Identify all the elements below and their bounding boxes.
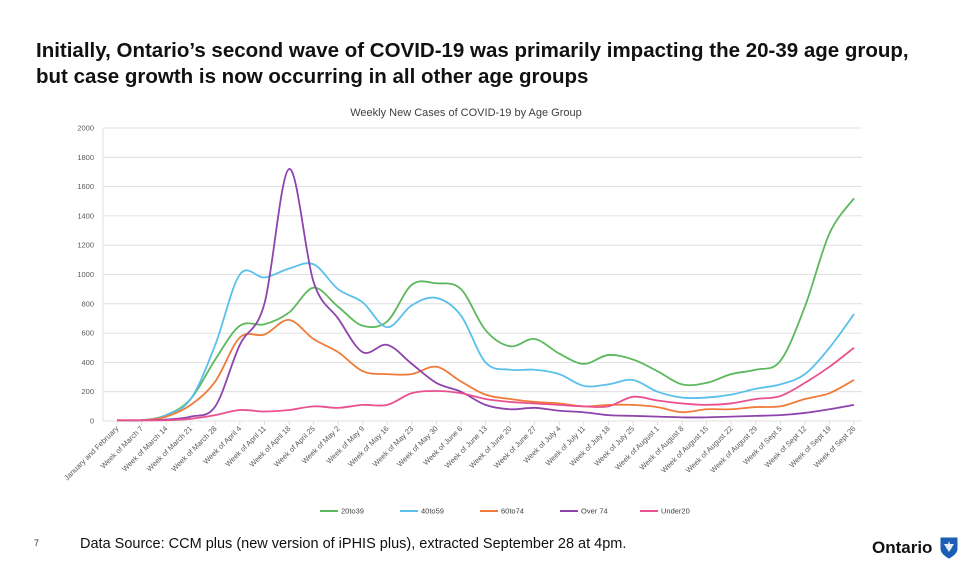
y-tick-label: 1400: [77, 211, 94, 220]
y-tick-label: 600: [81, 329, 94, 338]
x-tick-label: Week of August 1: [613, 424, 661, 472]
x-tick-label: Week of March 7: [99, 424, 145, 470]
series-line-60to74: [116, 319, 855, 422]
y-tick-label: 1800: [77, 153, 94, 162]
trillium-icon: [940, 537, 958, 559]
headline: Initially, Ontario’s second wave of COVI…: [36, 39, 909, 88]
series-line-under20: [117, 347, 855, 422]
logo-text: Ontario: [872, 538, 933, 557]
y-tick-label: 2000: [77, 124, 94, 133]
series-line-40to59: [116, 262, 855, 422]
legend-label: 20to39: [341, 507, 364, 516]
y-tick-label: 1600: [77, 182, 94, 191]
x-tick-label: Week of August 8: [638, 424, 686, 472]
y-tick-label: 1000: [77, 270, 94, 279]
y-tick-label: 0: [90, 417, 94, 426]
series-lines: [116, 168, 855, 422]
legend-label: Under20: [661, 507, 690, 516]
ontario-logo: Ontario: [872, 536, 960, 560]
data-source-note: Data Source: CCM plus (new version of iP…: [80, 536, 627, 552]
legend-label: Over 74: [581, 507, 608, 516]
series-line-20to39: [116, 197, 855, 422]
y-tick-label: 1200: [77, 241, 94, 250]
legend: 20to39 40to59 60to74 Over 74 Under20: [320, 507, 690, 516]
gridlines: [102, 127, 862, 422]
y-tick-label: 800: [81, 299, 94, 308]
y-tick-label: 400: [81, 358, 94, 367]
series-line-over-74: [116, 168, 855, 422]
chart-title: Weekly New Cases of COVID-19 by Age Grou…: [350, 107, 582, 119]
slide-number: 7: [34, 538, 40, 548]
y-axis-ticks: 0 200 400 600 800 1000 1200 1400 1600 1800 2000: [77, 124, 94, 426]
legend-label: 60to74: [501, 507, 524, 516]
legend-label: 40to59: [421, 507, 444, 516]
y-tick-label: 200: [81, 387, 94, 396]
